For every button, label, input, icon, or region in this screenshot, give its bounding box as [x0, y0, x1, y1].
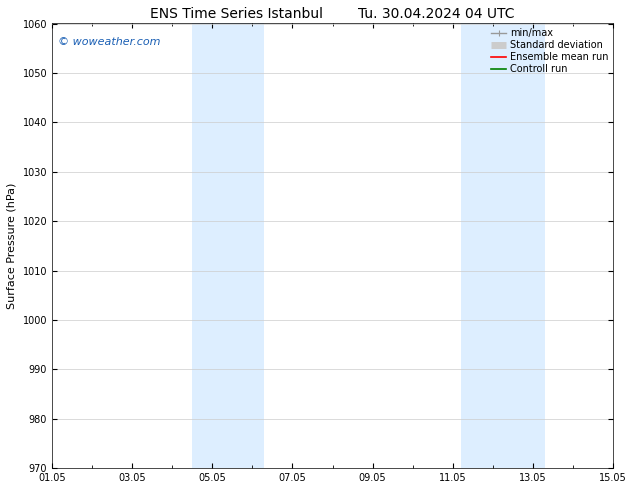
Bar	[461, 24, 545, 468]
Bar	[192, 24, 264, 468]
Legend: min/max, Standard deviation, Ensemble mean run, Controll run: min/max, Standard deviation, Ensemble me…	[488, 25, 611, 77]
Y-axis label: Surface Pressure (hPa): Surface Pressure (hPa)	[7, 183, 17, 309]
Text: © woweather.com: © woweather.com	[58, 37, 160, 47]
Title: ENS Time Series Istanbul        Tu. 30.04.2024 04 UTC: ENS Time Series Istanbul Tu. 30.04.2024 …	[150, 7, 515, 21]
